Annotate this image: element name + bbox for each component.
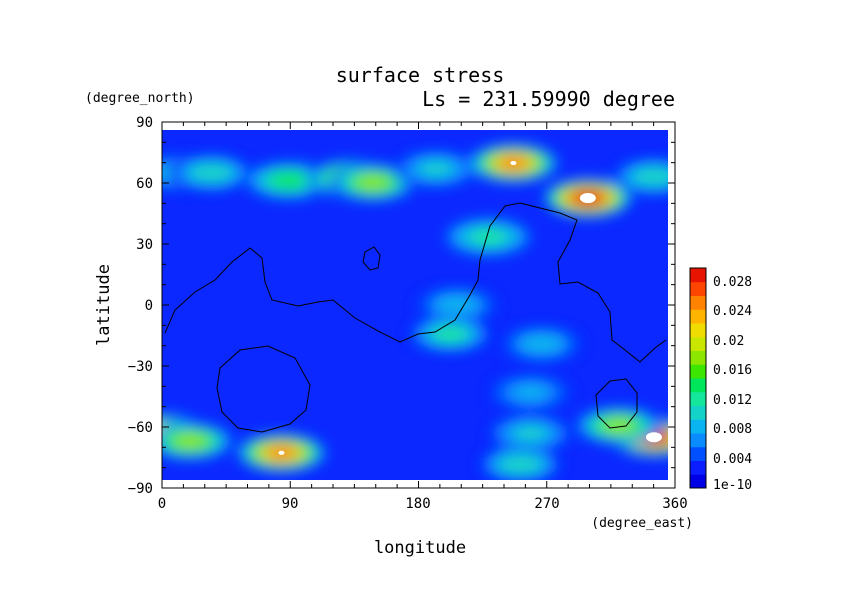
field-peak [579, 193, 596, 204]
field-contour [514, 426, 546, 441]
y-tick-label: 30 [136, 237, 153, 253]
coastline-small-island [362, 246, 381, 271]
y-tick-label: 60 [136, 176, 153, 192]
field-contour [272, 173, 305, 188]
field-contour [174, 433, 206, 449]
colorbar-swatch [690, 268, 706, 283]
field-contour [420, 161, 452, 177]
y-tick-label: 0 [145, 298, 153, 314]
colorbar-swatch [690, 446, 706, 461]
colorbar-label: 0.02 [713, 334, 744, 349]
y-ticks: 90 60 30 0 −30 −60 −90 [128, 115, 153, 497]
field-contour [638, 169, 668, 184]
colorbar: 0.028 0.024 0.02 0.016 0.012 0.008 0.004… [689, 267, 752, 493]
colorbar-swatch [690, 391, 706, 406]
colorbar-swatch [690, 405, 706, 420]
x-ticks: 0 90 180 270 360 [158, 496, 688, 512]
x-tick-label: 0 [158, 496, 166, 512]
colorbar-swatch [690, 336, 706, 351]
chart-title: surface stress [336, 63, 505, 87]
colorbar-label: 0.004 [713, 452, 752, 467]
plot-area [161, 121, 676, 489]
colorbar-swatch [690, 295, 706, 310]
x-tick-label: 270 [534, 496, 559, 512]
colorbar-label: 0.008 [713, 422, 752, 437]
field-contour [472, 229, 504, 245]
colorbar-swatch [690, 419, 706, 434]
coastline-southwest-basin [216, 345, 311, 433]
field-contour [514, 385, 546, 400]
colorbar-swatch [690, 474, 706, 489]
colorbar-swatch [690, 281, 706, 296]
y-tick-label: 90 [136, 115, 153, 131]
y-tick-label: −30 [128, 359, 153, 375]
x-tick-label: 360 [662, 496, 687, 512]
x-tick-label: 180 [405, 496, 430, 512]
colorbar-label: 1e-10 [713, 478, 752, 493]
field-peak [510, 161, 517, 166]
y-tick-label: −90 [128, 481, 153, 497]
field-peak [645, 432, 662, 443]
field-contour [504, 457, 537, 472]
x-axis-label: longitude [374, 538, 466, 558]
colorbar-label: 0.024 [713, 304, 752, 319]
colorbar-swatch [690, 309, 706, 324]
colorbar-label: 0.028 [713, 275, 752, 290]
field-peak [278, 450, 285, 455]
x-unit-label: (degree_east) [591, 516, 693, 531]
colorbar-swatch [690, 323, 706, 338]
field-contour [603, 418, 635, 433]
y-axis-label: latitude [94, 264, 114, 346]
field-contour [357, 175, 389, 190]
colorbar-swatch [690, 350, 706, 365]
y-tick-label: −60 [128, 420, 153, 436]
field-contour [441, 297, 473, 313]
colorbar-swatch [690, 364, 706, 379]
colorbar-swatch [690, 433, 706, 448]
field-contour [525, 336, 558, 352]
chart-subtitle: Ls = 231.59990 degree [422, 87, 675, 111]
colorbar-swatch [690, 460, 706, 475]
colorbar-label: 0.012 [713, 393, 752, 408]
coastline-southeast-basin [595, 378, 638, 429]
coastlines [164, 202, 667, 433]
axis-minor-ticks [161, 121, 676, 489]
y-unit-label: (degree_north) [85, 91, 195, 106]
colorbar-swatches [690, 268, 706, 489]
field-contour [195, 165, 227, 181]
field-contour [434, 326, 466, 342]
coastline-main [164, 202, 667, 363]
x-tick-label: 90 [282, 496, 299, 512]
colorbar-swatch [690, 378, 706, 393]
colorbar-frame [689, 267, 707, 489]
colorbar-label: 0.016 [713, 363, 752, 378]
